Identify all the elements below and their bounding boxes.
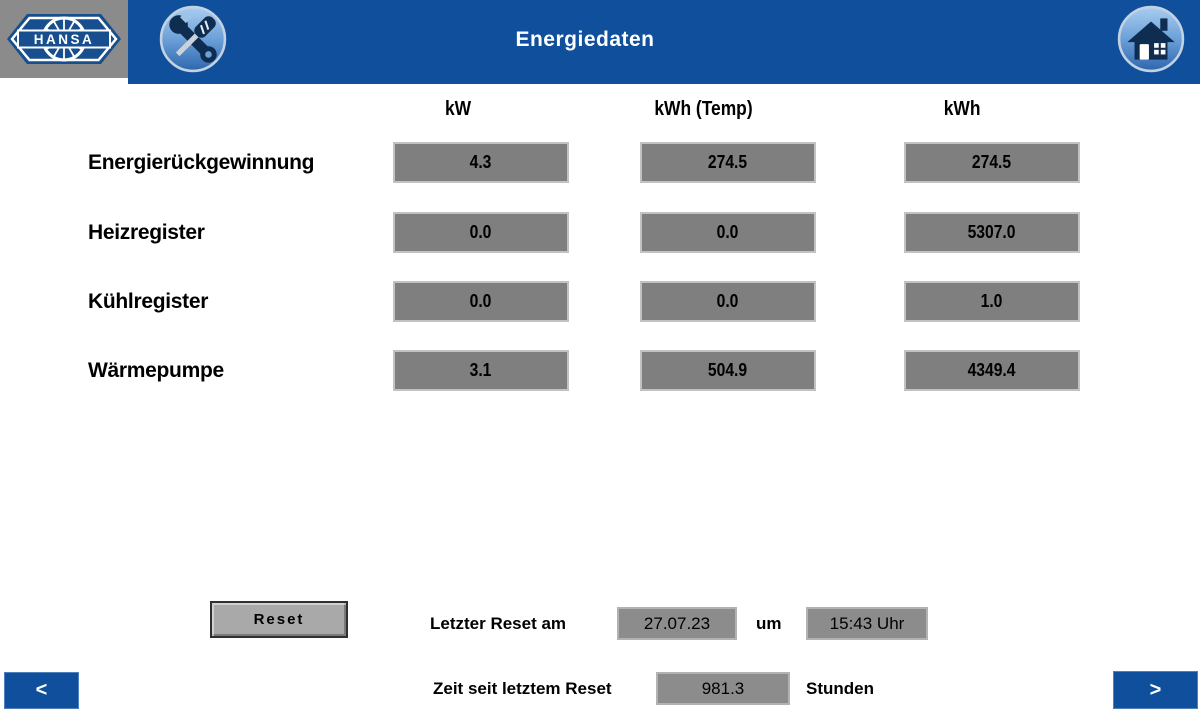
row-label-heizregister: Heizregister (88, 220, 205, 244)
column-header-kwh: kWh (943, 98, 981, 120)
row-label-waermepumpe: Wärmepumpe (88, 358, 224, 382)
settings-button[interactable] (159, 5, 227, 73)
value-waermepumpe-kwh-temp: 504.9 (640, 350, 816, 391)
value-waermepumpe-kw: 3.1 (393, 350, 569, 391)
value-energierueckgewinnung-kwh: 274.5 (904, 142, 1080, 183)
reset-button[interactable]: Reset (210, 601, 348, 638)
prev-page-button[interactable]: < (4, 672, 79, 709)
home-button[interactable] (1117, 5, 1185, 73)
row-label-energierueckgewinnung: Energierückgewinnung (88, 150, 315, 174)
stunden-label: Stunden (806, 678, 874, 698)
value-energierueckgewinnung-kw: 4.3 (393, 142, 569, 183)
last-reset-label: Letzter Reset am (430, 613, 567, 633)
home-icon (1117, 5, 1185, 73)
elapsed-hours-field: 981.3 (656, 672, 790, 705)
row-label-kuehlregister: Kühlregister (88, 289, 209, 313)
elapsed-time-label: Zeit seit letztem Reset (433, 678, 612, 698)
hansa-logo-text: HANSA (34, 32, 95, 47)
value-heizregister-kwh: 5307.0 (904, 212, 1080, 253)
value-heizregister-kwh-temp: 0.0 (640, 212, 816, 253)
value-energierueckgewinnung-kwh-temp: 274.5 (640, 142, 816, 183)
column-header-kw: kW (444, 98, 472, 120)
value-kuehlregister-kw: 0.0 (393, 281, 569, 322)
um-label: um (756, 613, 782, 633)
last-reset-date-field: 27.07.23 (617, 607, 737, 640)
hansa-logo: HANSA (7, 14, 121, 64)
value-kuehlregister-kwh-temp: 0.0 (640, 281, 816, 322)
header-bar (128, 0, 1200, 84)
page-title: Energiedaten (515, 28, 655, 51)
value-waermepumpe-kwh: 4349.4 (904, 350, 1080, 391)
value-kuehlregister-kwh: 1.0 (904, 281, 1080, 322)
next-page-button[interactable]: > (1113, 671, 1198, 709)
last-reset-time-field: 15:43 Uhr (806, 607, 928, 640)
column-header-kwh-temp: kWh (Temp) (653, 98, 753, 120)
tools-icon (159, 5, 227, 73)
hansa-logo-panel: HANSA (0, 0, 128, 78)
value-heizregister-kw: 0.0 (393, 212, 569, 253)
